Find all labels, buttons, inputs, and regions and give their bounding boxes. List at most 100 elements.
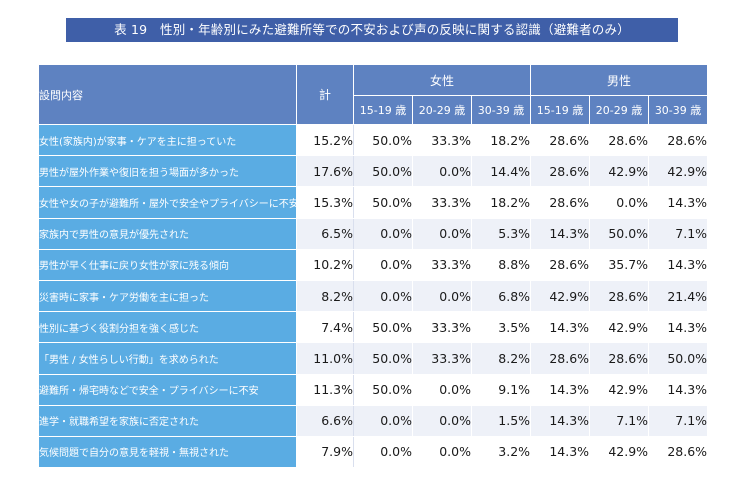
row-label: 家族内で男性の意見が優先された xyxy=(38,217,297,250)
cell-female-15-19: 0.0% xyxy=(353,404,413,437)
cell-male-15-19: 14.3% xyxy=(530,373,591,406)
table-row: 男性が早く仕事に戻り女性が家に残る傾向 10.2% 0.0% 33.3% 8.8… xyxy=(38,248,709,281)
cell-female-20-29: 0.0% xyxy=(412,279,472,313)
cell-total: 15.2% xyxy=(296,123,354,157)
cell-female-20-29: 0.0% xyxy=(412,155,472,188)
cell-male-20-29: 7.1% xyxy=(589,404,650,437)
cell-female-20-29: 33.3% xyxy=(412,248,472,281)
cell-female-30-39: 3.5% xyxy=(470,311,532,344)
cell-male-15-19: 28.6% xyxy=(530,123,591,157)
cell-female-15-19: 50.0% xyxy=(353,155,413,188)
row-label: 男性が屋外作業や復旧を担う場面が多かった xyxy=(38,155,297,188)
row-label: 男性が早く仕事に戻り女性が家に残る傾向 xyxy=(38,248,297,281)
cell-female-30-39: 18.2% xyxy=(470,123,532,157)
cell-total: 8.2% xyxy=(296,279,354,313)
row-label: 進学・就職希望を家族に否定された xyxy=(38,404,297,437)
header-row-groups: 設問内容 計 女性 男性 xyxy=(38,64,709,125)
cell-male-15-19: 14.3% xyxy=(530,311,591,344)
survey-table: 設問内容 計 女性 男性 15-19 歳 20-29 歳 30-39 歳 15-… xyxy=(38,64,709,469)
cell-male-15-19: 42.9% xyxy=(530,279,591,313)
cell-male-30-39: 42.9% xyxy=(648,155,709,188)
cell-male-20-29: 28.6% xyxy=(589,342,650,375)
cell-male-30-39: 50.0% xyxy=(648,342,709,375)
table-row: 気候問題で自分の意見を軽視・無視された 7.9% 0.0% 0.0% 3.2% … xyxy=(38,435,709,469)
cell-female-30-39: 14.4% xyxy=(470,155,532,188)
table-row: 女性(家族内)が家事・ケアを主に担っていた 15.2% 50.0% 33.3% … xyxy=(38,123,709,157)
cell-total: 6.6% xyxy=(296,404,354,437)
header-female-age-20-29: 20-29 歳 xyxy=(412,95,472,125)
cell-male-15-19: 28.6% xyxy=(530,248,591,281)
cell-male-20-29: 42.9% xyxy=(589,435,650,469)
table-row: 「男性 / 女性らしい行動」を求められた 11.0% 50.0% 33.3% 8… xyxy=(38,342,709,375)
cell-female-30-39: 6.8% xyxy=(470,279,532,313)
row-label: 女性や女の子が避難所・屋外で安全やプライバシーに不安 xyxy=(38,186,297,219)
row-label: 気候問題で自分の意見を軽視・無視された xyxy=(38,435,297,469)
cell-male-30-39: 14.3% xyxy=(648,248,709,281)
cell-male-30-39: 7.1% xyxy=(648,404,709,437)
header-total: 計 xyxy=(296,64,354,125)
cell-male-20-29: 28.6% xyxy=(589,123,650,157)
cell-female-15-19: 0.0% xyxy=(353,435,413,469)
cell-male-30-39: 7.1% xyxy=(648,217,709,250)
row-label: 災害時に家事・ケア労働を主に担った xyxy=(38,279,297,313)
cell-female-15-19: 50.0% xyxy=(353,186,413,219)
header-row-ages: 15-19 歳 20-29 歳 30-39 歳 15-19 歳 20-29 歳 … xyxy=(39,95,709,125)
cell-female-15-19: 50.0% xyxy=(353,123,413,157)
cell-male-15-19: 28.6% xyxy=(530,155,591,188)
table-row: 性別に基づく役割分担を強く感じた 7.4% 50.0% 33.3% 3.5% 1… xyxy=(38,311,709,344)
table-row: 避難所・帰宅時などで安全・プライバシーに不安 11.3% 50.0% 0.0% … xyxy=(38,373,709,406)
cell-male-20-29: 35.7% xyxy=(589,248,650,281)
cell-female-20-29: 33.3% xyxy=(412,123,472,157)
cell-male-15-19: 14.3% xyxy=(530,435,591,469)
table-title: 表 19 性別・年齢別にみた避難所等での不安および声の反映に関する認識（避難者の… xyxy=(66,18,678,42)
cell-total: 6.5% xyxy=(296,217,354,250)
row-label: 性別に基づく役割分担を強く感じた xyxy=(38,311,297,344)
cell-female-15-19: 0.0% xyxy=(353,248,413,281)
cell-female-15-19: 0.0% xyxy=(353,217,413,250)
cell-total: 15.3% xyxy=(296,186,354,219)
cell-male-15-19: 14.3% xyxy=(530,217,591,250)
cell-female-30-39: 3.2% xyxy=(470,435,532,469)
row-label: 「男性 / 女性らしい行動」を求められた xyxy=(38,342,297,375)
cell-male-20-29: 42.9% xyxy=(589,373,650,406)
header-male-age-20-29: 20-29 歳 xyxy=(589,95,650,125)
cell-male-15-19: 28.6% xyxy=(530,342,591,375)
table-row: 家族内で男性の意見が優先された 6.5% 0.0% 0.0% 5.3% 14.3… xyxy=(38,217,709,250)
cell-total: 7.4% xyxy=(296,311,354,344)
header-male: 男性 xyxy=(530,64,709,96)
cell-female-30-39: 8.8% xyxy=(470,248,532,281)
cell-total: 17.6% xyxy=(296,155,354,188)
cell-total: 10.2% xyxy=(296,248,354,281)
cell-female-20-29: 0.0% xyxy=(412,217,472,250)
cell-female-15-19: 0.0% xyxy=(353,279,413,313)
cell-female-30-39: 1.5% xyxy=(470,404,532,437)
header-male-age-15-19: 15-19 歳 xyxy=(530,95,591,125)
cell-male-30-39: 14.3% xyxy=(648,373,709,406)
cell-total: 11.3% xyxy=(296,373,354,406)
table-row: 男性が屋外作業や復旧を担う場面が多かった 17.6% 50.0% 0.0% 14… xyxy=(38,155,709,188)
header-male-age-30-39: 30-39 歳 xyxy=(648,95,709,125)
cell-male-20-29: 28.6% xyxy=(589,279,650,313)
cell-female-20-29: 0.0% xyxy=(412,404,472,437)
header-female: 女性 xyxy=(352,64,532,96)
row-label: 避難所・帰宅時などで安全・プライバシーに不安 xyxy=(38,373,297,406)
cell-female-20-29: 33.3% xyxy=(412,186,472,219)
cell-male-20-29: 42.9% xyxy=(589,155,650,188)
cell-female-15-19: 50.0% xyxy=(353,342,413,375)
cell-male-15-19: 14.3% xyxy=(530,404,591,437)
header-female-age-30-39: 30-39 歳 xyxy=(470,95,532,125)
cell-female-30-39: 18.2% xyxy=(470,186,532,219)
cell-male-30-39: 28.6% xyxy=(648,123,709,157)
cell-male-30-39: 21.4% xyxy=(648,279,709,313)
row-label: 女性(家族内)が家事・ケアを主に担っていた xyxy=(38,123,297,157)
header-female-age-15-19: 15-19 歳 xyxy=(353,95,413,125)
table-row: 進学・就職希望を家族に否定された 6.6% 0.0% 0.0% 1.5% 14.… xyxy=(38,404,709,437)
table-row: 災害時に家事・ケア労働を主に担った 8.2% 0.0% 0.0% 6.8% 42… xyxy=(38,279,709,313)
cell-male-20-29: 50.0% xyxy=(589,217,650,250)
cell-female-30-39: 5.3% xyxy=(470,217,532,250)
cell-male-30-39: 28.6% xyxy=(648,435,709,469)
cell-female-15-19: 50.0% xyxy=(353,311,413,344)
header-question: 設問内容 xyxy=(38,64,297,125)
cell-female-20-29: 33.3% xyxy=(412,311,472,344)
cell-male-20-29: 0.0% xyxy=(589,186,650,219)
